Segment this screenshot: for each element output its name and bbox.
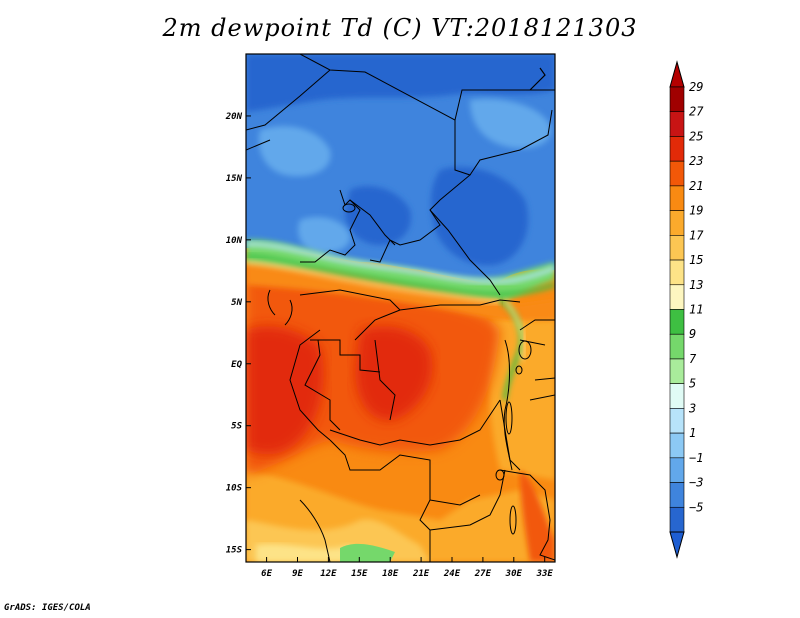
colorbar-swatch [669, 383, 685, 409]
colorbar-swatch [669, 309, 685, 335]
lat-tick-label: 15N [226, 174, 243, 184]
colorbar-label: 21 [689, 179, 703, 193]
grads-credit: GrADS: IGES/COLA [4, 603, 91, 613]
colorbar-swatch [669, 210, 685, 236]
lon-tick-label: 24E [443, 569, 461, 579]
lakes [342, 203, 532, 535]
colorbar-label: 17 [689, 228, 704, 242]
lat-tick-label: 10N [226, 236, 243, 246]
colorbar-swatch [669, 185, 685, 211]
lat-tick-label: 20N [225, 112, 243, 122]
colorbar-label: 3 [688, 401, 696, 415]
dewpoint-field [246, 54, 555, 562]
colorbar-label: 19 [689, 204, 703, 218]
colorbar-swatch [669, 457, 685, 483]
longitude-axis: 6E 9E 12E 15E 18E 21E 24E 27E 30E 33E [261, 557, 553, 579]
colorbar-swatch [669, 86, 685, 113]
colorbar-top-arrow [669, 60, 685, 88]
colorbar-swatch [669, 408, 685, 434]
map-frame [245, 53, 556, 563]
latitude-axis: 20N 15N 10N 5N EQ 5S 10S 15S [225, 112, 251, 556]
colorbar-label: 11 [689, 303, 703, 317]
colorbar-swatch [669, 358, 685, 384]
colorbar-label: 1 [689, 426, 696, 440]
lon-tick-label: 33E [536, 569, 554, 579]
colorbar-label: 25 [689, 129, 703, 143]
colorbar-swatch [669, 284, 685, 310]
lat-tick-label: 5N [231, 298, 242, 308]
colorbar-label: −5 [689, 500, 703, 514]
colorbar-bottom-arrow [669, 531, 685, 559]
colorbar-label: 5 [689, 377, 696, 391]
lon-tick-label: 12E [320, 569, 337, 579]
country-borders [246, 54, 555, 562]
lat-tick-label: 5S [231, 422, 242, 432]
lon-tick-label: 15E [351, 569, 368, 579]
colorbar-swatch [669, 259, 685, 286]
red-sea-coast [529, 67, 546, 91]
colorbar-label: 9 [689, 327, 696, 341]
lat-tick-label: 15S [226, 546, 243, 556]
colorbar-label: −1 [689, 451, 703, 465]
map-title: 2m dewpoint Td (C) VT:2018121303 [162, 14, 638, 42]
lat-tick-label: 10S [226, 484, 243, 494]
lon-tick-label: 21E [412, 569, 430, 579]
colorbar-swatch [669, 482, 685, 508]
lon-tick-label: 27E [474, 569, 492, 579]
colorbar-label: 27 [689, 105, 704, 119]
lat-tick-label: EQ [231, 360, 242, 370]
lon-tick-label: 9E [292, 569, 303, 579]
colorbar-label: 15 [689, 253, 703, 267]
colorbar-swatch [669, 333, 685, 360]
colorbar-swatch [669, 432, 685, 459]
colorbar-swatch [669, 235, 685, 261]
lon-tick-label: 18E [382, 569, 399, 579]
colorbar-label: 23 [689, 154, 703, 168]
colorbar-label: −3 [689, 476, 703, 490]
colorbar-swatch [669, 136, 685, 162]
colorbar-label: 29 [689, 80, 703, 94]
colorbar-swatch [669, 111, 685, 137]
lon-tick-label: 30E [505, 569, 523, 579]
colorbar-label: 13 [689, 278, 703, 292]
colorbar-swatch [669, 160, 685, 187]
colorbar-label: 7 [689, 352, 697, 366]
colorbar: 29 27 25 23 21 19 17 15 13 11 9 7 5 3 1 −1 −3 −5 [669, 60, 704, 559]
lon-tick-label: 6E [261, 569, 272, 579]
colorbar-swatch [669, 506, 685, 533]
